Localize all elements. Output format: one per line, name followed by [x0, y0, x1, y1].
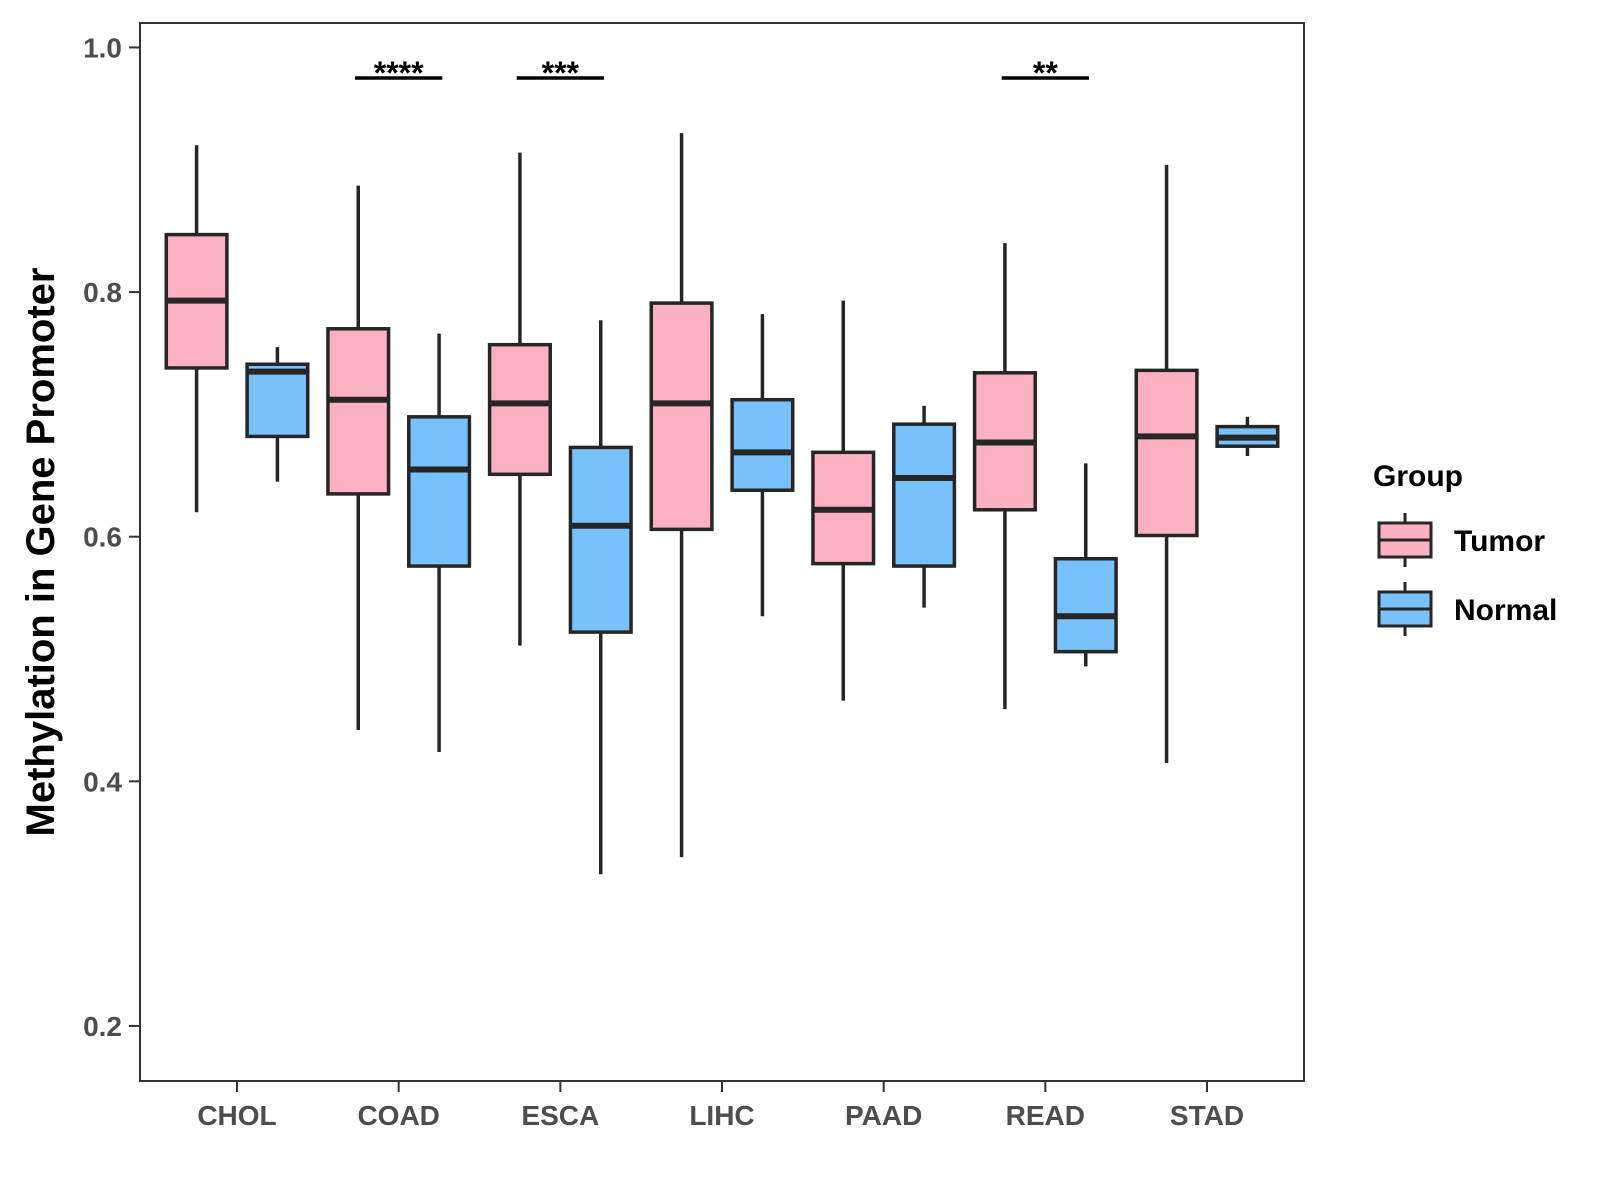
box-coad-tumor	[326, 185, 391, 730]
box-chol-tumor	[164, 145, 229, 513]
x-axis: CHOL COAD ESCA LIHC PAAD READ STAD	[197, 1081, 1244, 1131]
iqr-box-esca-normal	[568, 445, 633, 634]
iqr-box-paad-normal	[892, 422, 957, 568]
y-axis-title: Methylation in Gene Promoter	[19, 268, 63, 837]
iqr-box-lihc-tumor	[649, 301, 714, 532]
boxes-layer	[164, 133, 1280, 875]
box-esca-normal	[568, 320, 633, 875]
legend-title: Group	[1373, 460, 1463, 493]
iqr-box-chol-normal	[245, 362, 310, 439]
iqr-box-coad-normal	[407, 415, 472, 568]
legend-item-tumor: Tumor	[1377, 513, 1545, 567]
y-axis: 0.2 0.4 0.6 0.8 1.0	[83, 32, 140, 1042]
y-tick-label-1: 0.4	[83, 766, 122, 797]
iqr-box-coad-tumor	[326, 327, 391, 496]
x-tick-label-esca: ESCA	[521, 1100, 599, 1131]
box-coad-normal	[407, 333, 472, 752]
significance-annotations: **** *** **	[355, 55, 1089, 91]
y-tick-label-4: 1.0	[83, 32, 122, 63]
legend: Group Tumor Normal	[1373, 460, 1557, 636]
y-tick-label-2: 0.6	[83, 522, 122, 553]
iqr-box-stad-tumor	[1134, 368, 1199, 538]
significance-stars-read: **	[1033, 55, 1058, 91]
box-read-normal	[1053, 463, 1118, 667]
y-tick-label-3: 0.8	[83, 277, 122, 308]
x-tick-label-coad: COAD	[357, 1100, 439, 1131]
iqr-box-lihc-normal	[730, 397, 795, 492]
box-lihc-normal	[730, 314, 795, 617]
x-tick-label-chol: CHOL	[197, 1100, 276, 1131]
x-tick-label-lihc: LIHC	[689, 1100, 754, 1131]
box-paad-normal	[892, 405, 957, 608]
y-tick-label-0: 0.2	[83, 1011, 122, 1042]
box-chol-normal	[245, 347, 310, 482]
box-read-tumor	[972, 243, 1037, 710]
box-esca-tumor	[487, 152, 552, 646]
iqr-box-read-normal	[1053, 556, 1118, 654]
box-stad-tumor	[1134, 164, 1199, 763]
plot-panel-border	[139, 22, 1305, 1082]
box-stad-normal	[1215, 416, 1280, 456]
legend-label-normal: Normal	[1454, 594, 1557, 627]
significance-stars-coad: ****	[374, 55, 424, 91]
x-tick-label-stad: STAD	[1170, 1100, 1244, 1131]
x-tick-label-read: READ	[1006, 1100, 1085, 1131]
significance-stars-esca: ***	[542, 55, 580, 91]
iqr-box-esca-tumor	[487, 342, 552, 477]
legend-item-normal: Normal	[1377, 582, 1557, 636]
legend-label-tumor: Tumor	[1454, 525, 1545, 558]
box-lihc-tumor	[649, 133, 714, 858]
x-tick-label-paad: PAAD	[845, 1100, 922, 1131]
box-paad-tumor	[811, 300, 876, 701]
